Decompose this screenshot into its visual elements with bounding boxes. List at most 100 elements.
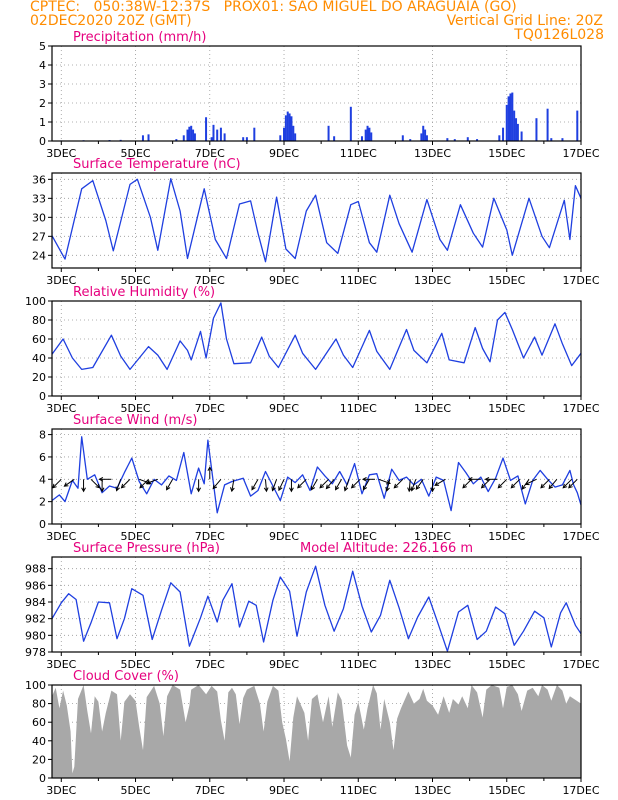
rh-ytick-label: 100: [25, 295, 46, 308]
wind-arrow: [63, 478, 75, 487]
precip-bar: [141, 135, 144, 141]
wind-arrow: [271, 479, 278, 492]
precip-bar: [366, 125, 369, 141]
wind-arrow-shaft: [408, 479, 411, 492]
wind-arrow-head: [484, 476, 490, 482]
rh-title: Relative Humidity (%): [73, 285, 215, 300]
wind-arrow-head: [212, 484, 218, 490]
wind-arrow-head: [297, 483, 302, 489]
wind-arrow-shaft: [351, 478, 361, 489]
wind-arrow-head: [434, 481, 440, 486]
wind-arrow: [484, 476, 498, 482]
wind-arrow-shaft: [146, 478, 158, 484]
precip-bar: [216, 129, 219, 141]
wind-arrow: [196, 479, 202, 493]
wind-arrow: [289, 479, 294, 493]
wind-arrow-shaft: [231, 479, 235, 492]
wind-arrow-head: [415, 485, 421, 490]
wind-arrow-shaft: [434, 478, 446, 486]
precip-bar: [286, 111, 289, 141]
wind-arrow: [524, 478, 537, 486]
temp-xtick-label: 13DEC: [414, 274, 451, 287]
precip-bar: [147, 134, 150, 141]
wind-arrow-head: [410, 486, 416, 492]
wind-arrow: [310, 479, 318, 491]
temp-xtick-label: 3DEC: [46, 274, 76, 287]
precip-bar: [368, 127, 371, 141]
header-line1: CPTEC: 050:38W-12:37S PROX01: SAO MIGUEL…: [30, 0, 517, 15]
wind-arrow: [297, 478, 307, 489]
wind-panel: Surface Wind (m/s) 0 2 4 6 8 3DEC 5DEC 7DEC 9DEC 1…: [39, 413, 600, 543]
temp-xtick-label: 17DEC: [562, 274, 599, 287]
wind-arrow: [434, 478, 446, 486]
precip-bar: [561, 138, 564, 141]
cloud-ytick-label: 20: [32, 753, 46, 766]
wind-arrow: [430, 479, 435, 493]
precip-xtick-label: 7DEC: [195, 147, 225, 160]
pres-xtick-label: 9DEC: [269, 658, 299, 671]
rh-ytick-label: 40: [32, 352, 46, 365]
wind-arrow-head: [385, 480, 391, 485]
temp-frame: [51, 172, 582, 269]
rh-ytick-label: 60: [32, 333, 46, 346]
wind-arrow-head: [568, 483, 573, 489]
wind-arrow: [385, 479, 391, 492]
pres-ytick-label: 978: [25, 646, 46, 659]
temp-xtick-label: 11DEC: [340, 274, 377, 287]
precip-bar: [516, 123, 519, 141]
wind-arrow-head: [462, 483, 467, 489]
wind-arrow-head: [120, 483, 126, 489]
wind-arrow-shaft: [335, 479, 342, 490]
precip-xtick-label: 5DEC: [120, 147, 150, 160]
wind-arrow-head: [115, 486, 120, 492]
rh-ytick-label: 80: [32, 314, 46, 327]
wind-arrow-head: [362, 485, 368, 491]
wind-arrow-shaft: [251, 479, 259, 490]
wind-arrow-shaft: [344, 479, 350, 491]
precip-bar: [446, 138, 449, 141]
wind-arrow: [393, 478, 404, 489]
precip-bar: [205, 117, 208, 141]
wind-arrow: [350, 478, 361, 489]
pres-title: Surface Pressure (hPa): [73, 541, 220, 556]
wind-arrow: [467, 476, 481, 482]
wind-arrow-head: [207, 466, 213, 472]
temp-xtick-label: 5DEC: [120, 274, 150, 287]
wind-arrow: [166, 479, 174, 491]
wind-title: Surface Wind (m/s): [73, 413, 197, 428]
wind-arrow-head: [81, 487, 86, 493]
wind-ytick-label: 0: [39, 518, 46, 531]
precip-ytick-label: 5: [39, 40, 46, 53]
precip-bar: [502, 127, 505, 141]
precip-bar: [466, 137, 469, 141]
cloud-xtick-label: 17DEC: [562, 784, 599, 797]
wind-arrow-head: [335, 485, 340, 491]
wind-arrow-head: [393, 483, 399, 489]
temp-ytick-label: 33: [32, 192, 46, 205]
wind-arrow-shaft: [393, 478, 404, 489]
wind-xtick-label: 7DEC: [195, 530, 225, 543]
rh-series-line: [51, 302, 582, 371]
cloud-ytick-label: 60: [32, 716, 46, 729]
wind-arrow-shaft: [548, 478, 558, 489]
cloud-title: Cloud Cover (%): [73, 669, 179, 684]
wind-arrow-head: [319, 483, 325, 489]
precip-bar: [294, 133, 297, 141]
cloud-area: [52, 685, 581, 778]
wind-arrow-head: [251, 485, 256, 491]
wind-arrow-head: [99, 487, 105, 493]
temp-xtick-label: 9DEC: [269, 274, 299, 287]
precip-bar: [290, 116, 293, 141]
precip-bar: [409, 139, 412, 141]
pres-xtick-label: 5DEC: [120, 658, 150, 671]
precip-bar: [212, 124, 215, 141]
precip-ytick-label: 1: [39, 116, 46, 129]
wind-arrow-head: [385, 486, 390, 492]
wind-arrow-shaft: [378, 478, 391, 484]
wind-arrow: [212, 478, 222, 490]
precip-bar: [279, 135, 282, 141]
cloud-xtick-label: 5DEC: [120, 784, 150, 797]
wind-arrow: [263, 479, 269, 493]
precip-xtick-label: 3DEC: [46, 147, 76, 160]
wind-arrow-head: [562, 483, 568, 489]
